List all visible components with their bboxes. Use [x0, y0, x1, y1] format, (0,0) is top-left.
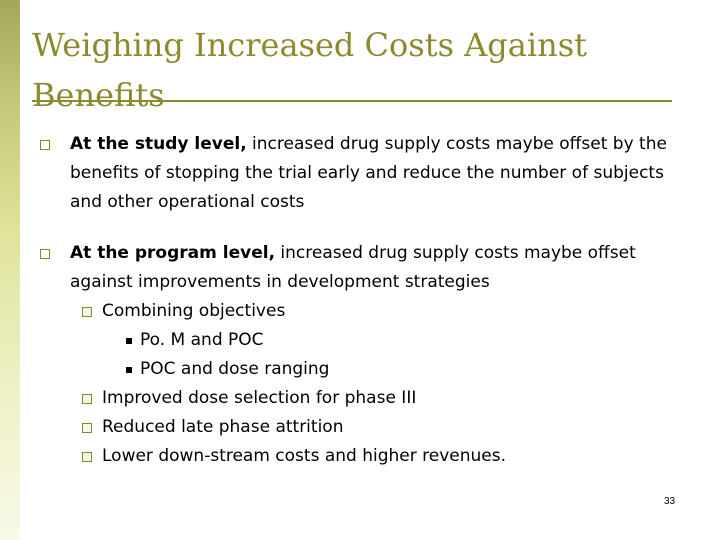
- bullet-lead: At the study level,: [70, 134, 247, 154]
- filled-square-icon: [126, 338, 132, 344]
- square-bullet-icon: [40, 140, 50, 150]
- square-bullet-icon: [82, 394, 92, 404]
- sub-item-label: Combining objectives: [102, 301, 286, 321]
- sub-item-downstream: Lower down-stream costs and higher reven…: [40, 442, 680, 471]
- square-bullet-icon: [40, 249, 50, 259]
- bullet-text: increased drug supply costs maybe offset…: [70, 243, 636, 292]
- sub-item-label: Improved dose selection for phase III: [102, 388, 417, 408]
- page-number: 33: [664, 496, 676, 507]
- sub-item-label: Lower down-stream costs and higher reven…: [102, 446, 507, 466]
- left-decorative-bar: [0, 0, 20, 540]
- bullet-lead: At the program level,: [70, 243, 276, 263]
- title-underline: [32, 100, 672, 102]
- subsub-item-label: Po. M and POC: [140, 330, 264, 350]
- bullet-study-level: At the study level, increased drug suppl…: [40, 130, 680, 217]
- subsub-item-label: POC and dose ranging: [140, 359, 330, 379]
- subsub-item-poc-dose: POC and dose ranging: [40, 355, 680, 384]
- sub-item-label: Reduced late phase attrition: [102, 417, 344, 437]
- slide-title: Weighing Increased Costs Against Benefit…: [32, 26, 587, 114]
- square-bullet-icon: [82, 452, 92, 462]
- bullet-program-level: At the program level, increased drug sup…: [40, 239, 680, 297]
- filled-square-icon: [126, 367, 132, 373]
- square-bullet-icon: [82, 423, 92, 433]
- subsub-item-pom-poc: Po. M and POC: [40, 326, 680, 355]
- sub-item-attrition: Reduced late phase attrition: [40, 413, 680, 442]
- bullet-text: increased drug supply costs maybe offset…: [70, 134, 667, 212]
- slide-content: At the study level, increased drug suppl…: [40, 130, 680, 471]
- sub-item-dose-selection: Improved dose selection for phase III: [40, 384, 680, 413]
- sub-item-combining: Combining objectives: [40, 297, 680, 326]
- square-bullet-icon: [82, 307, 92, 317]
